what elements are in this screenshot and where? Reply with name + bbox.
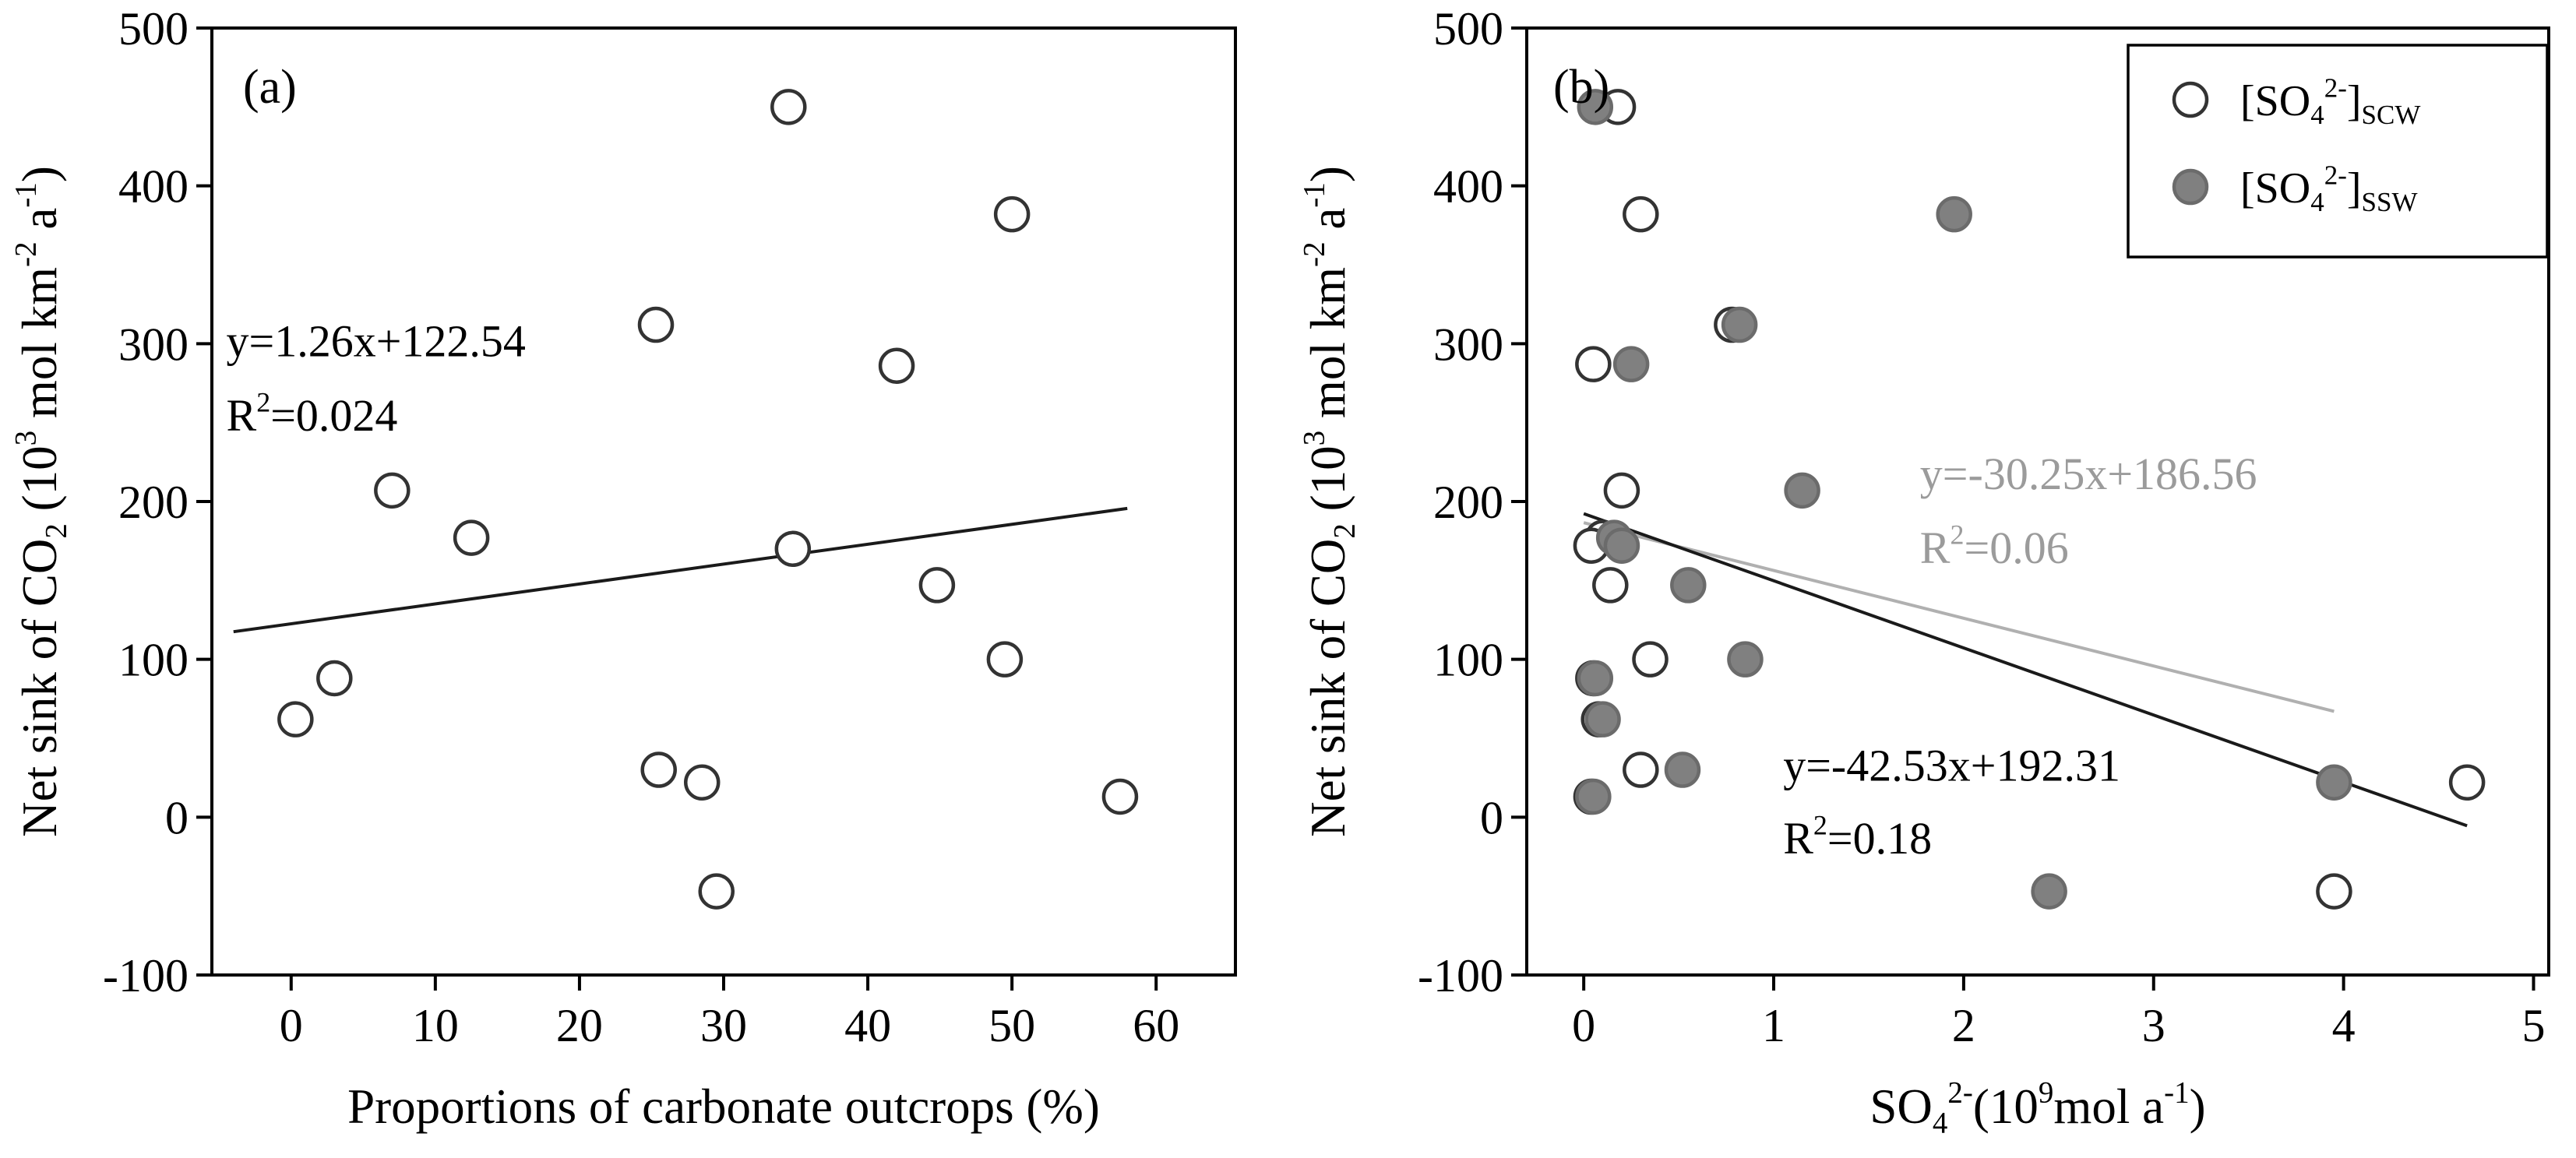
- data-point: [637, 306, 675, 343]
- data-point: [1936, 195, 1972, 233]
- data-point: [918, 567, 956, 604]
- y-tick-label: 500: [118, 3, 189, 55]
- legend-box: [2127, 44, 2549, 259]
- y-axis-title: Net sink of CO2 (103 mol km-2 a-1): [9, 166, 73, 837]
- data-point: [1727, 641, 1764, 678]
- data-point: [683, 764, 721, 801]
- x-tick-label: 0: [1572, 1000, 1595, 1051]
- y-tick-label: -100: [103, 950, 189, 1001]
- data-point: [1577, 89, 1614, 125]
- x-tick-label: 3: [2142, 1000, 2165, 1051]
- annotation: y=-30.25x+186.56: [1920, 449, 2257, 499]
- x-axis-title: SO42-(109mol a-1): [1869, 1076, 2205, 1140]
- y-tick-label: 0: [1480, 792, 1503, 843]
- x-tick-label: 40: [844, 1000, 891, 1051]
- data-point: [1101, 778, 1139, 815]
- x-tick-label: 60: [1133, 1000, 1179, 1051]
- y-tick-label: 300: [118, 319, 189, 370]
- y-tick-label: 400: [1433, 161, 1503, 213]
- plot-box: [210, 26, 1237, 977]
- data-point: [698, 873, 735, 910]
- data-point: [770, 89, 807, 125]
- y-tick-label: 200: [118, 477, 189, 528]
- data-point: [2316, 764, 2352, 801]
- data-point: [316, 660, 353, 697]
- data-point: [1592, 567, 1629, 604]
- data-point: [453, 519, 490, 556]
- x-tick-label: 10: [412, 1000, 459, 1051]
- x-tick-label: 4: [2332, 1000, 2356, 1051]
- data-point: [986, 641, 1024, 678]
- data-point: [374, 472, 411, 509]
- y-tick-label: -100: [1418, 950, 1503, 1001]
- data-point: [2448, 764, 2486, 801]
- annotation: y=-42.53x+192.31: [1783, 741, 2120, 791]
- legend-label: [SO42-]SSW: [2240, 160, 2418, 217]
- data-point: [1664, 751, 1701, 788]
- annotation: y=1.26x+122.54: [227, 316, 526, 367]
- x-tick-label: 1: [1762, 1000, 1785, 1051]
- x-tick-label: 5: [2521, 1000, 2545, 1051]
- data-point: [1612, 346, 1650, 382]
- x-tick-label: 20: [556, 1000, 603, 1051]
- annotation: R2=0.06: [1920, 519, 2069, 573]
- data-point: [1575, 778, 1612, 815]
- data-point: [878, 347, 915, 384]
- data-point: [1577, 660, 1614, 697]
- data-point: [1670, 567, 1707, 604]
- data-point: [774, 530, 812, 568]
- panel-label: (b): [1553, 61, 1609, 114]
- data-point: [1721, 306, 1758, 343]
- legend-marker: [2172, 168, 2209, 206]
- data-point: [2031, 873, 2067, 910]
- panel-label: (a): [243, 61, 297, 114]
- y-tick-label: 500: [1433, 3, 1503, 55]
- x-tick-label: 0: [280, 1000, 303, 1051]
- data-point: [1623, 751, 1659, 788]
- y-tick-label: 100: [1433, 635, 1503, 686]
- y-tick-label: 100: [118, 635, 189, 686]
- data-point: [277, 701, 314, 737]
- y-axis-title: Net sink of CO2 (103 mol km-2 a-1): [1298, 166, 1362, 837]
- data-point: [1784, 472, 1820, 509]
- panel-a-chart: 0 10 20 30 40 50 60 -100 0 100 200 300 400 500 Proport…: [9, 3, 1237, 1134]
- y-tick-label: 400: [118, 161, 189, 213]
- annotation: R2=0.024: [227, 386, 398, 440]
- y-tick-label: 300: [1433, 319, 1503, 370]
- data-point: [1603, 527, 1640, 564]
- data-point: [993, 195, 1031, 233]
- regression-line: [233, 506, 1128, 634]
- x-tick-label: 2: [1952, 1000, 1975, 1051]
- data-point: [1623, 195, 1659, 233]
- legend-label: [SO42-]SCW: [2240, 72, 2420, 130]
- y-tick-label: 0: [165, 792, 189, 843]
- data-point: [1632, 641, 1669, 678]
- legend-marker: [2172, 81, 2209, 118]
- data-point: [1575, 346, 1612, 382]
- annotation: R2=0.18: [1783, 810, 1932, 864]
- data-point: [640, 751, 677, 788]
- data-point: [2316, 873, 2352, 910]
- panel-b-chart: 0 1 2 3 4 5 -100 0 100 200 300 400 500 SO42-(109mol a…: [1298, 3, 2550, 1140]
- data-point: [1584, 701, 1621, 737]
- y-tick-label: 200: [1433, 477, 1503, 528]
- x-axis-title: Proportions of carbonate outcrops (%): [347, 1079, 1100, 1134]
- data-point: [1603, 472, 1640, 509]
- x-tick-label: 50: [988, 1000, 1035, 1051]
- x-tick-label: 30: [700, 1000, 747, 1051]
- regression-line: [1583, 521, 2335, 713]
